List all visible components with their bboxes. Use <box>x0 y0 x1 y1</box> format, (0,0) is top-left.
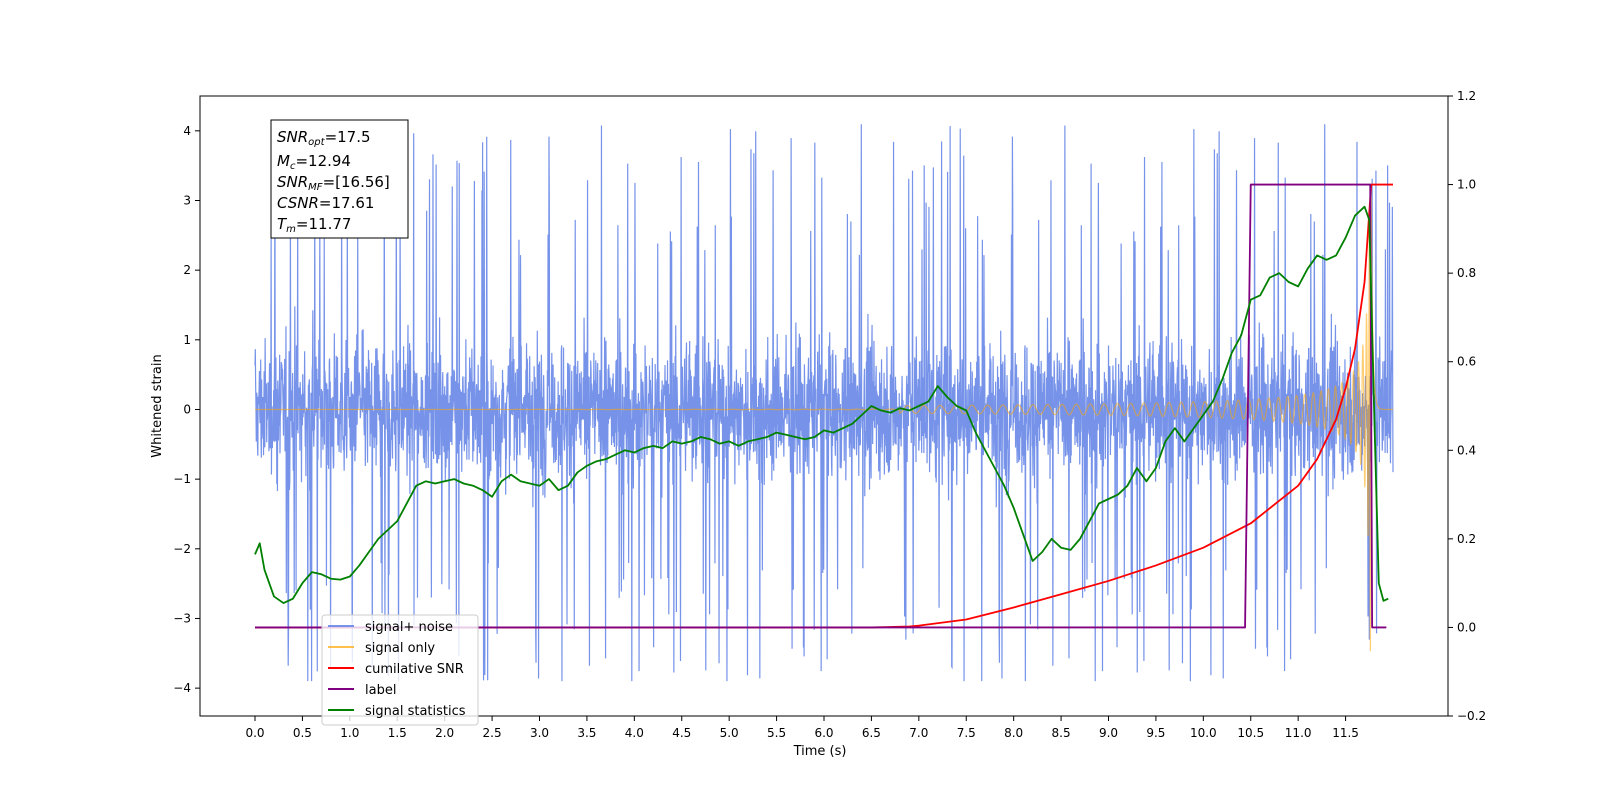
stats-annotation-line: CSNR=17.61 <box>277 194 374 212</box>
legend-signal-statistics-label: signal statistics <box>365 704 466 719</box>
x-tick-label: 6.5 <box>862 726 881 740</box>
y-tick-label: 0 <box>183 402 191 416</box>
x-tick-label: 7.0 <box>909 726 928 740</box>
x-tick-label: 5.5 <box>767 726 786 740</box>
series-signal-noise-line <box>254 124 1394 682</box>
x-tick-label: 11.0 <box>1285 726 1312 740</box>
x-tick-label: 3.5 <box>577 726 596 740</box>
series-label-line <box>255 183 1387 629</box>
x-tick-label: 10.5 <box>1237 726 1264 740</box>
stats-annotation-line: SNRopt=17.5 <box>277 128 371 148</box>
x-tick-label: 11.5 <box>1332 726 1359 740</box>
y-tick-label: 1 <box>183 333 191 347</box>
y2-tick-label: 0.6 <box>1457 355 1476 369</box>
x-tick-label: 4.5 <box>672 726 691 740</box>
x-tick-label: 2.5 <box>483 726 502 740</box>
y-tick-label: −1 <box>173 472 191 486</box>
y-tick-label: −3 <box>173 611 191 625</box>
stats-annotation-line: SNRMF=[16.56] <box>277 173 390 193</box>
y-tick-label: −4 <box>173 681 191 695</box>
x-tick-label: 2.0 <box>435 726 454 740</box>
y-tick-label: −2 <box>173 542 191 556</box>
y2-tick-label: 1.2 <box>1457 89 1476 103</box>
x-tick-label: 1.5 <box>388 726 407 740</box>
x-tick-label: 3.0 <box>530 726 549 740</box>
x-tick-label: 7.5 <box>957 726 976 740</box>
x-axis-title: Time (s) <box>793 744 847 759</box>
stats-annotation-box: SNRopt=17.5 Mc=12.94SNRMF=[16.56]CSNR=17.… <box>270 119 409 239</box>
y2-tick-label: −0.2 <box>1457 709 1486 723</box>
y2-tick-label: 0.0 <box>1457 620 1476 634</box>
x-tick-label: 0.5 <box>293 726 312 740</box>
legend-signal-noise-label: signal+ noise <box>365 620 453 635</box>
y-tick-label: 3 <box>183 193 191 207</box>
x-tick-label: 10.0 <box>1190 726 1217 740</box>
series-cumulative-snr-line <box>255 183 1393 629</box>
x-tick-label: 0.0 <box>245 726 264 740</box>
y2-tick-label: 0.8 <box>1457 266 1476 280</box>
x-tick-label: 8.0 <box>1004 726 1023 740</box>
y2-tick-label: 0.2 <box>1457 532 1476 546</box>
x-tick-label: 9.0 <box>1099 726 1118 740</box>
x-tick-label: 6.0 <box>814 726 833 740</box>
legend-label-label: label <box>365 683 396 698</box>
y2-tick-label: 1.0 <box>1457 178 1476 192</box>
series-signal-only-line <box>255 196 1393 652</box>
x-tick-label: 8.5 <box>1052 726 1071 740</box>
x-tick-label: 9.5 <box>1146 726 1165 740</box>
x-axis: 0.0 0.5 1.0 1.5 2.0 2.5 3.0 3.5 4.0 4.5 5.0 5.5 6.0 6… <box>245 716 1359 740</box>
y-axis-left: −4 −3 −2 −1 0 1 2 3 4 <box>173 124 200 695</box>
x-tick-label: 5.0 <box>720 726 739 740</box>
y-axis-right: −0.2 0.0 0.2 0.4 0.6 0.8 1.0 1.2 <box>1448 89 1486 723</box>
legend-frame <box>321 614 479 726</box>
y-tick-label: 4 <box>183 124 191 138</box>
series-signal-statistics-line <box>254 205 1389 604</box>
x-tick-label: 1.0 <box>340 726 359 740</box>
y-tick-label: 2 <box>183 263 191 277</box>
legend: signal+ noise signal only cumilative SNR la… <box>321 614 479 726</box>
stats-annotation-line: Tm=11.77 <box>277 215 351 235</box>
x-tick-label: 4.0 <box>625 726 644 740</box>
y2-tick-label: 0.4 <box>1457 443 1476 457</box>
legend-cumulative-snr-label: cumilative SNR <box>365 662 464 677</box>
stats-annotation-line: Mc=12.94 <box>277 152 351 172</box>
legend-signal-only-label: signal only <box>365 641 435 656</box>
series-layer <box>254 124 1394 682</box>
stats-annotation-frame <box>270 119 409 239</box>
y-axis-title: Whitened strain <box>150 354 165 457</box>
